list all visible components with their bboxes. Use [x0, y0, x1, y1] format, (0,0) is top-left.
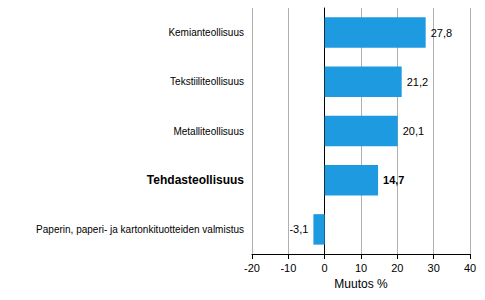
- svg-text:0: 0: [322, 262, 328, 274]
- svg-text:21,2: 21,2: [407, 76, 428, 88]
- svg-text:Tehdasteollisuus: Tehdasteollisuus: [147, 173, 244, 187]
- svg-text:-3,1: -3,1: [289, 223, 308, 235]
- svg-text:10: 10: [355, 262, 367, 274]
- svg-text:Paperin, paperi- ja kartonkitu: Paperin, paperi- ja kartonkituotteiden v…: [36, 224, 244, 235]
- svg-text:Muutos %: Muutos %: [334, 277, 388, 291]
- svg-text:27,8: 27,8: [431, 27, 452, 39]
- svg-text:40: 40: [464, 262, 476, 274]
- svg-text:-10: -10: [280, 262, 296, 274]
- svg-text:30: 30: [428, 262, 440, 274]
- svg-text:20,1: 20,1: [403, 125, 424, 137]
- svg-text:20: 20: [391, 262, 403, 274]
- svg-text:-20: -20: [244, 262, 260, 274]
- svg-text:14,7: 14,7: [383, 174, 404, 186]
- svg-text:Tekstiiliteollisuus: Tekstiiliteollisuus: [170, 76, 244, 87]
- svg-text:Metalliteollisuus: Metalliteollisuus: [173, 126, 244, 137]
- svg-text:Kemianteollisuus: Kemianteollisuus: [168, 27, 244, 38]
